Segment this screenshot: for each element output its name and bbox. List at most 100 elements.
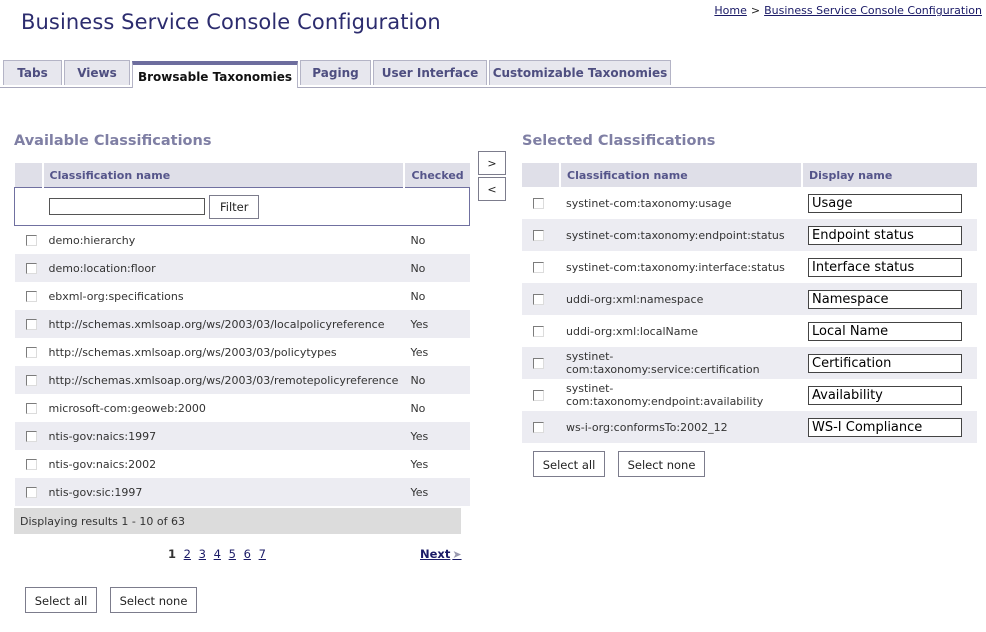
- classification-name: demo:location:floor: [42, 254, 405, 282]
- next-page-label[interactable]: Next: [420, 547, 451, 561]
- filter-button[interactable]: Filter: [209, 194, 260, 219]
- table-row: systinet-com:taxonomy:endpoint:availabil…: [522, 379, 977, 411]
- display-name-input[interactable]: [808, 193, 962, 213]
- row-checkbox[interactable]: [25, 375, 37, 386]
- table-row: ws-i-org:conformsTo:2002_12: [522, 411, 977, 443]
- checked-value: No: [404, 225, 470, 254]
- breadcrumb-home-link[interactable]: Home: [714, 4, 747, 17]
- tab-tabs[interactable]: Tabs: [3, 60, 62, 85]
- row-checkbox[interactable]: [533, 390, 544, 401]
- classification-name: ntis-gov:sic:1997: [42, 478, 405, 506]
- row-checkbox[interactable]: [533, 198, 544, 209]
- filter-row: Filter: [14, 187, 471, 226]
- table-row: systinet-com:taxonomy:service:certificat…: [522, 347, 977, 379]
- page-link-current: 1: [168, 547, 177, 561]
- table-row: microsoft-com:geoweb:2000 No: [14, 394, 470, 422]
- display-name-input[interactable]: [808, 257, 962, 277]
- table-row: ebxml-org:specifications No: [14, 282, 470, 310]
- display-name-input[interactable]: [808, 417, 962, 437]
- remove-from-selected-button[interactable]: <: [478, 177, 506, 201]
- table-row: uddi-org:xml:localName: [522, 315, 977, 347]
- display-name-input[interactable]: [808, 289, 962, 309]
- row-checkbox[interactable]: [533, 358, 544, 369]
- tab-browsable-taxonomies[interactable]: Browsable Taxonomies: [132, 61, 298, 88]
- filter-input[interactable]: [48, 198, 205, 215]
- next-page-link[interactable]: Next ➤: [420, 547, 462, 561]
- page-link[interactable]: 5: [228, 547, 236, 561]
- page-link[interactable]: 7: [258, 547, 266, 561]
- row-checkbox[interactable]: [25, 347, 37, 358]
- selected-select-none-button[interactable]: Select none: [618, 451, 705, 477]
- row-checkbox[interactable]: [25, 431, 37, 442]
- available-select-none-button[interactable]: Select none: [110, 587, 197, 613]
- available-select-all-button[interactable]: Select all: [25, 587, 97, 613]
- checked-value: No: [404, 366, 470, 394]
- page-link[interactable]: 2: [183, 547, 191, 561]
- classification-name-header: Classification name: [42, 163, 406, 188]
- selected-select-all-button[interactable]: Select all: [533, 451, 605, 477]
- classification-name: ntis-gov:naics:1997: [42, 422, 405, 450]
- classification-name: uddi-org:xml:localName: [560, 315, 802, 347]
- classification-name: http://schemas.xmlsoap.org/ws/2003/03/lo…: [42, 310, 405, 338]
- classification-name: systinet-com:taxonomy:endpoint:availabil…: [560, 379, 802, 411]
- display-name-input[interactable]: [808, 385, 962, 405]
- row-checkbox[interactable]: [25, 487, 37, 498]
- results-status: Displaying results 1 - 10 of 63: [14, 508, 461, 534]
- row-checkbox[interactable]: [25, 235, 37, 246]
- row-checkbox[interactable]: [25, 263, 37, 274]
- breadcrumb-current-link[interactable]: Business Service Console Configuration: [764, 4, 982, 17]
- classification-name: microsoft-com:geoweb:2000: [42, 394, 405, 422]
- display-name-input[interactable]: [808, 225, 962, 245]
- table-row: systinet-com:taxonomy:usage: [522, 187, 977, 219]
- tab-paging[interactable]: Paging: [300, 60, 371, 85]
- row-checkbox[interactable]: [25, 459, 37, 470]
- classification-name: systinet-com:taxonomy:interface:status: [560, 251, 802, 283]
- tab-views[interactable]: Views: [64, 60, 130, 85]
- available-classifications-title: Available Classifications: [14, 133, 212, 149]
- display-name-header: Display name: [802, 163, 977, 187]
- tab-user-interface[interactable]: User Interface: [373, 60, 487, 85]
- classification-name: systinet-com:taxonomy:usage: [560, 187, 802, 219]
- checked-value: No: [404, 394, 470, 422]
- row-checkbox[interactable]: [533, 294, 544, 305]
- row-checkbox[interactable]: [25, 291, 37, 302]
- table-row: demo:hierarchy No: [14, 225, 470, 254]
- page-link[interactable]: 3: [198, 547, 206, 561]
- table-row: systinet-com:taxonomy:endpoint:status: [522, 219, 977, 251]
- row-checkbox[interactable]: [533, 422, 544, 433]
- page-title: Business Service Console Configuration: [21, 10, 441, 34]
- classification-name: demo:hierarchy: [42, 225, 405, 254]
- checked-value: Yes: [404, 310, 470, 338]
- display-name-input[interactable]: [808, 321, 962, 341]
- classification-name: http://schemas.xmlsoap.org/ws/2003/03/re…: [42, 366, 405, 394]
- checked-value: Yes: [404, 422, 470, 450]
- tab-bar: Tabs Views Browsable Taxonomies Paging U…: [0, 60, 986, 88]
- row-checkbox[interactable]: [533, 230, 544, 241]
- breadcrumb: Home > Business Service Console Configurat…: [714, 4, 982, 17]
- classification-name: uddi-org:xml:namespace: [560, 283, 802, 315]
- available-classifications-table: Classification name Checked Filter demo:…: [14, 163, 471, 506]
- row-checkbox[interactable]: [533, 326, 544, 337]
- row-checkbox[interactable]: [533, 262, 544, 273]
- classification-name: systinet-com:taxonomy:endpoint:status: [560, 219, 802, 251]
- classification-name: http://schemas.xmlsoap.org/ws/2003/03/po…: [42, 338, 405, 366]
- table-row: ntis-gov:naics:2002 Yes: [14, 450, 470, 478]
- classification-name: ws-i-org:conformsTo:2002_12: [560, 411, 802, 443]
- filter-row-spacer: [404, 187, 471, 226]
- display-name-input[interactable]: [808, 353, 962, 373]
- table-row: ntis-gov:sic:1997 Yes: [14, 478, 470, 506]
- table-row: http://schemas.xmlsoap.org/ws/2003/03/po…: [14, 338, 470, 366]
- checked-value: No: [404, 282, 470, 310]
- page-link[interactable]: 6: [243, 547, 251, 561]
- checked-header: Checked: [404, 163, 470, 188]
- table-row: ntis-gov:naics:1997 Yes: [14, 422, 470, 450]
- checked-value: Yes: [404, 338, 470, 366]
- selected-classifications-table: Classification name Display name systine…: [522, 163, 977, 443]
- page-link[interactable]: 4: [213, 547, 221, 561]
- row-checkbox[interactable]: [25, 319, 37, 330]
- row-checkbox[interactable]: [25, 403, 37, 414]
- add-to-selected-button[interactable]: >: [478, 151, 506, 175]
- arrow-right-icon: ➤: [452, 547, 462, 561]
- tab-customizable-taxonomies[interactable]: Customizable Taxonomies: [489, 60, 671, 85]
- table-row: systinet-com:taxonomy:interface:status: [522, 251, 977, 283]
